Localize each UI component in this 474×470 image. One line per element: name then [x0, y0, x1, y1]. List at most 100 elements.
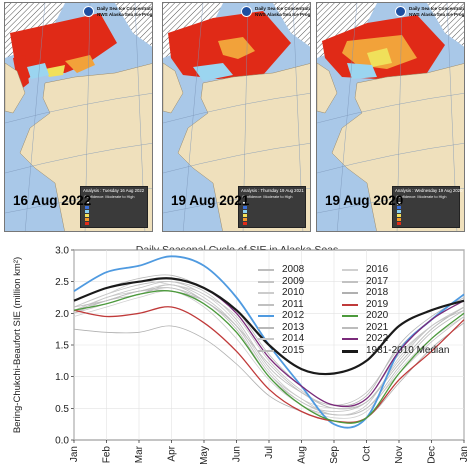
- map-header-title: Daily Sea Ice Concentration Analysis: [97, 6, 152, 11]
- legend-swatch: [258, 338, 274, 340]
- chart-legend: 2008 2009 2010 2011 2012 2013 2014 2015 2016 2017…: [258, 264, 468, 394]
- legend-label: 2017: [366, 275, 389, 287]
- legend-label: 2009: [282, 275, 305, 287]
- map-legend-swatch: [85, 202, 140, 205]
- map-legend-swatch: [85, 218, 140, 221]
- ice-map-panel-3: Daily Sea Ice Concentration AnalysisNWS …: [316, 2, 465, 232]
- x-tick-label: Jan: [459, 446, 470, 462]
- map-date-label: 16 Aug 2022: [13, 193, 92, 208]
- map-legend-swatch: [85, 222, 140, 225]
- map-header: Daily Sea Ice Concentration AnalysisNWS …: [97, 6, 153, 17]
- map-legend-swatch: [243, 214, 298, 217]
- x-tick-label: Feb: [102, 446, 113, 464]
- legend-swatch: [258, 280, 274, 283]
- map-analysis-label: Analysis : Thursday 19 Aug 2021: [241, 188, 304, 193]
- map-confidence-label: Confidence: Moderate to High: [396, 195, 447, 199]
- noaa-logo-icon: [241, 6, 252, 17]
- legend-swatch: [258, 292, 274, 294]
- legend-label: 2016: [366, 264, 389, 275]
- map-legend-swatch: [397, 210, 452, 213]
- legend-swatch: [342, 326, 358, 329]
- legend-swatch: [258, 349, 274, 352]
- series-line-1981-2010-Median: [73, 277, 465, 376]
- legend-swatch: [342, 315, 358, 317]
- y-tick-label: 1.5: [55, 341, 69, 352]
- legend-label: 2015: [282, 344, 305, 356]
- map-header: Daily Sea Ice Concentration AnalysisNWS …: [255, 6, 311, 17]
- map-confidence-label: Confidence: Moderate to High: [84, 195, 135, 199]
- noaa-logo-icon: [83, 6, 94, 17]
- x-tick-label: Mar: [134, 445, 145, 463]
- legend-label: 2013: [282, 321, 305, 333]
- legend-swatch: [342, 280, 358, 283]
- series-line-2009: [73, 281, 465, 410]
- legend-swatch: [258, 303, 274, 306]
- map-header-title: Daily Sea Ice Concentration Analysis: [409, 6, 464, 11]
- x-tick-label: Sep: [329, 446, 340, 464]
- series-line-2020: [73, 290, 465, 424]
- y-tick-label: 0.5: [55, 404, 69, 415]
- map-legend-swatch: [243, 210, 298, 213]
- x-tick-label: Aug: [297, 446, 308, 464]
- map-analysis-label: Analysis : Wednesday 19 Aug 2020: [395, 188, 463, 193]
- series-line-2016: [73, 290, 465, 419]
- legend-label: 2008: [282, 264, 305, 275]
- legend-label: 2019: [366, 298, 389, 310]
- legend-swatch: [342, 269, 358, 271]
- x-tick-label: Dec: [427, 446, 438, 464]
- legend-label: 2014: [282, 333, 305, 344]
- map-legend-swatch: [243, 222, 298, 225]
- legend-swatch: [258, 269, 274, 271]
- x-tick-label: Jun: [232, 446, 243, 462]
- map-legend-swatch: [397, 222, 452, 225]
- map-header-sub: NWS Alaska Sea Ice Program: [97, 11, 153, 17]
- map-header-sub: NWS Alaska Sea Ice Program: [409, 11, 465, 17]
- x-tick-label: Apr: [167, 445, 178, 461]
- map-legend-swatch: [397, 214, 452, 217]
- y-tick-label: 2.5: [55, 277, 69, 288]
- legend-label: 1981-2010 Median: [366, 344, 450, 356]
- y-tick-label: 3.0: [55, 246, 69, 257]
- y-tick-label: 1.0: [55, 372, 69, 383]
- map-legend-swatch: [243, 206, 298, 209]
- x-tick-label: Nov: [394, 446, 405, 464]
- map-legend-swatch: [243, 218, 298, 221]
- series-line-2018: [73, 322, 465, 423]
- legend-swatch: [342, 338, 358, 340]
- legend-label: 2018: [366, 287, 389, 298]
- legend-swatch: [258, 326, 274, 329]
- map-header-title: Daily Sea Ice Concentration Analysis: [255, 6, 310, 11]
- map-confidence-label: Confidence: Moderate to High: [242, 195, 293, 199]
- map-legend-box: [80, 186, 148, 228]
- map-legend-swatch: [397, 206, 452, 209]
- legend-label: 2021: [366, 321, 389, 333]
- y-axis-label: Bering-Chukchi-Beaufort SIE (million km²…: [12, 257, 23, 433]
- map-date-label: 19 Aug 2021: [171, 193, 250, 208]
- map-header-sub: NWS Alaska Sea Ice Program: [255, 11, 311, 17]
- map-legend-box: [238, 186, 306, 228]
- legend-label: 2011: [282, 298, 304, 310]
- legend-label: 2012: [282, 310, 305, 321]
- legend-swatch: [342, 292, 358, 294]
- y-tick-label: 0.0: [55, 436, 69, 447]
- map-legend-box: [392, 186, 460, 228]
- legend-label: 2010: [282, 287, 305, 298]
- map-legend-swatch: [397, 218, 452, 221]
- legend-swatch: [258, 315, 274, 317]
- y-tick-label: 2.0: [55, 309, 69, 320]
- x-tick-label: Oct: [362, 446, 373, 462]
- legend-swatch: [342, 303, 358, 306]
- map-legend-swatch: [85, 210, 140, 213]
- legend-swatch: [342, 349, 358, 353]
- series-line-2008: [73, 281, 465, 406]
- map-legend-swatch: [85, 206, 140, 209]
- noaa-logo-icon: [395, 6, 406, 17]
- map-analysis-label: Analysis : Tuesday 16 Aug 2022: [83, 188, 145, 193]
- x-tick-label: Jan: [69, 446, 80, 462]
- map-legend-swatch: [243, 202, 298, 205]
- map-legend-swatch: [397, 202, 452, 205]
- series-line-2021: [73, 289, 465, 410]
- x-tick-label: Jul: [264, 446, 275, 459]
- legend-label: 2022: [366, 333, 389, 344]
- ice-map-panel-2: Daily Sea Ice Concentration AnalysisNWS …: [162, 2, 311, 232]
